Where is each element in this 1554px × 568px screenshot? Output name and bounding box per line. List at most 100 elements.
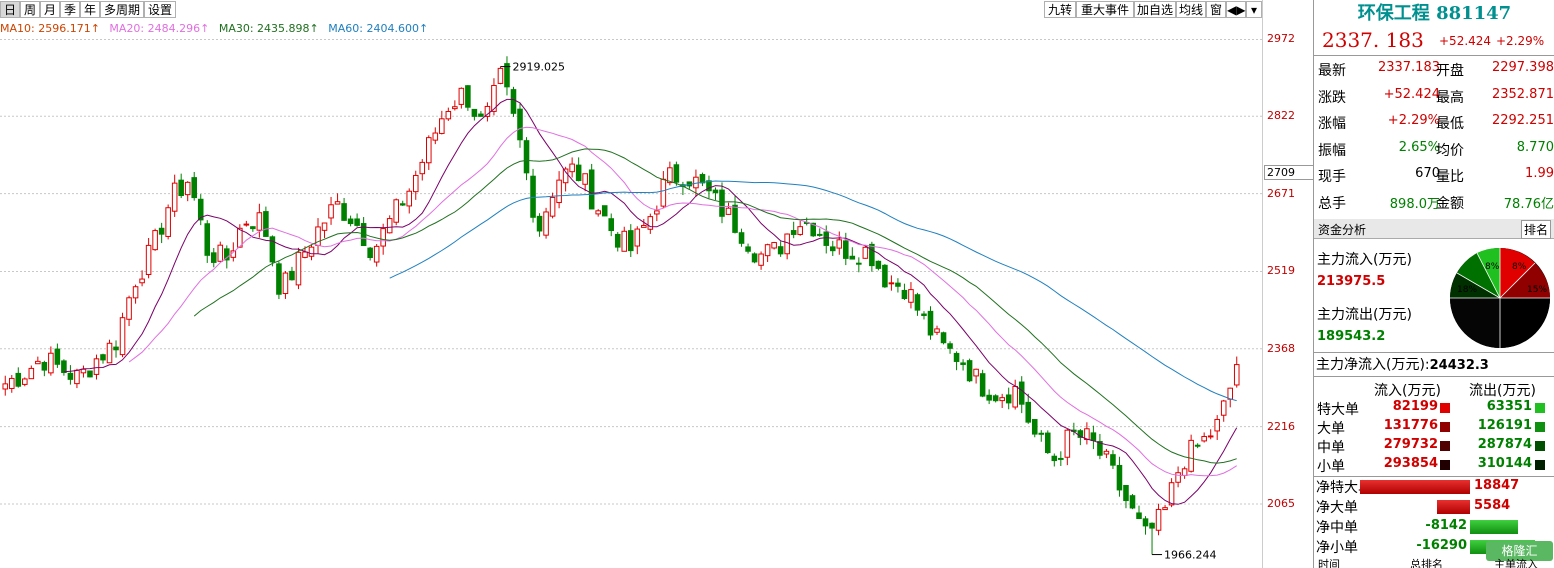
- candle-body: [1084, 428, 1090, 441]
- candle-body: [562, 168, 569, 184]
- tab-time[interactable]: 时间: [1318, 558, 1340, 568]
- quote-value: 8.770: [1516, 139, 1554, 155]
- candle-body: [875, 260, 882, 269]
- ma10-line: [63, 98, 1238, 505]
- candle-body: [386, 218, 393, 234]
- rank-button[interactable]: 排名: [1520, 220, 1551, 239]
- candle-body: [497, 67, 504, 84]
- quote-value: +52.424: [1383, 86, 1440, 102]
- tab-day[interactable]: 日: [0, 1, 20, 18]
- dropdown-button[interactable]: ▾: [1246, 1, 1262, 18]
- candle-body: [224, 248, 230, 261]
- divider: [1314, 55, 1554, 56]
- candle-body: [321, 222, 328, 231]
- candle-body: [139, 278, 145, 284]
- candle-body: [725, 207, 732, 215]
- net-value: 5584: [1474, 498, 1511, 513]
- bottom-tabs: 时间 总排名 主单流入: [1314, 556, 1554, 568]
- quote-row: 总手 898.0万 金额 78.76亿: [1318, 193, 1554, 213]
- candle-body: [829, 246, 836, 252]
- candle-body: [797, 226, 803, 235]
- candle-body: [536, 215, 543, 232]
- candle-body: [119, 317, 126, 356]
- moving-average-button[interactable]: 均线: [1176, 1, 1206, 18]
- candle-body: [445, 110, 452, 120]
- tab-quarter[interactable]: 季: [60, 1, 80, 18]
- pie-label-2: 8%: [1512, 262, 1527, 272]
- candle-body: [582, 173, 588, 185]
- net-label: 净大单: [1316, 500, 1358, 516]
- order-flow-row: 中单 279732 287874: [1314, 437, 1554, 456]
- candle-body: [1201, 436, 1207, 442]
- candle-body: [953, 352, 960, 362]
- candle-body: [719, 189, 725, 217]
- candle-body: [595, 210, 601, 215]
- net-flow-row: 净大单 5584: [1314, 497, 1554, 517]
- candle-body: [1012, 385, 1018, 408]
- quote-key: 开盘: [1436, 63, 1464, 79]
- candle-body: [393, 199, 399, 223]
- net-bar-positive: [1437, 500, 1470, 514]
- candle-body: [1129, 495, 1136, 509]
- arrow-button[interactable]: ◀▶: [1226, 1, 1246, 18]
- tab-month[interactable]: 月: [40, 1, 60, 18]
- candle-body: [106, 342, 113, 364]
- inflow-value: 82199: [1392, 399, 1438, 414]
- quote-key: 涨跌: [1318, 89, 1346, 106]
- candle-body: [1188, 439, 1194, 472]
- pie-label-1: 8%: [1485, 262, 1500, 272]
- tab-settings[interactable]: 设置: [144, 1, 176, 18]
- candle-body: [197, 198, 204, 221]
- tab-fund-analysis[interactable]: 资金分析: [1318, 223, 1367, 237]
- candle-body: [432, 132, 439, 141]
- quote-value: 78.76亿: [1503, 196, 1554, 212]
- quote-panel: 环保工程 881147 2337. 183 +52.424 +2.29% 最新 2…: [1313, 0, 1554, 568]
- main-inflow-value: 213975.5: [1317, 274, 1386, 289]
- candle-body: [882, 264, 888, 288]
- major-events-button[interactable]: 重大事件: [1076, 1, 1134, 18]
- y-marker-label: 2709: [1264, 165, 1316, 181]
- high-annotation: 2919.025: [512, 61, 565, 74]
- y-tick-label: 2972: [1267, 32, 1295, 46]
- candle-body: [901, 289, 908, 299]
- quote-row: 振幅 2.65% 均价 8.770: [1318, 140, 1554, 160]
- candle-body: [35, 360, 41, 365]
- nine-turn-button[interactable]: 九转: [1044, 1, 1076, 18]
- tab-week[interactable]: 周: [20, 1, 40, 18]
- tab-total-rank[interactable]: 总排名: [1410, 558, 1443, 568]
- net-bar-negative: [1470, 520, 1518, 534]
- add-watchlist-button[interactable]: 加自选: [1134, 1, 1176, 18]
- candle-body: [1038, 432, 1045, 435]
- last-price: 2337. 183: [1322, 28, 1424, 52]
- ma60-line: [389, 180, 1237, 402]
- candle-body: [1142, 518, 1149, 527]
- window-button[interactable]: 窗: [1206, 1, 1226, 18]
- tab-main-inflow[interactable]: 主单流入: [1494, 558, 1538, 568]
- outflow-swatch: [1535, 422, 1545, 432]
- candle-body: [256, 212, 263, 231]
- main-outflow-value: 189543.2: [1317, 329, 1386, 344]
- tab-multi-period[interactable]: 多周期: [100, 1, 144, 18]
- quote-row: 最新 2337.183 开盘 2297.398: [1318, 60, 1554, 80]
- candle-body: [712, 189, 719, 194]
- pie-slice-superlarge-out: [1477, 247, 1500, 298]
- tab-year[interactable]: 年: [80, 1, 100, 18]
- inflow-header: 流入(万元): [1374, 383, 1441, 399]
- candle-body: [276, 263, 282, 295]
- ma60-label: MA60: 2404.600↑: [328, 22, 429, 35]
- candle-body: [328, 204, 334, 219]
- candle-body: [282, 272, 289, 295]
- candle-body: [15, 372, 22, 387]
- candle-body: [999, 397, 1005, 402]
- candle-body: [93, 358, 100, 375]
- pie-slice-small-in: [1500, 298, 1550, 348]
- candle-body: [1181, 468, 1188, 476]
- candle-body: [334, 201, 341, 205]
- ma-legend: MA10: 2596.171↑ MA20: 2484.296↑ MA30: 24…: [0, 22, 434, 35]
- candle-body: [738, 232, 745, 244]
- candle-body: [888, 282, 895, 285]
- candlestick-chart[interactable]: 2919.025 1966.244: [0, 20, 1262, 568]
- candle-body: [210, 252, 217, 263]
- y-tick-label: 2065: [1267, 496, 1295, 510]
- candle-body: [347, 218, 354, 225]
